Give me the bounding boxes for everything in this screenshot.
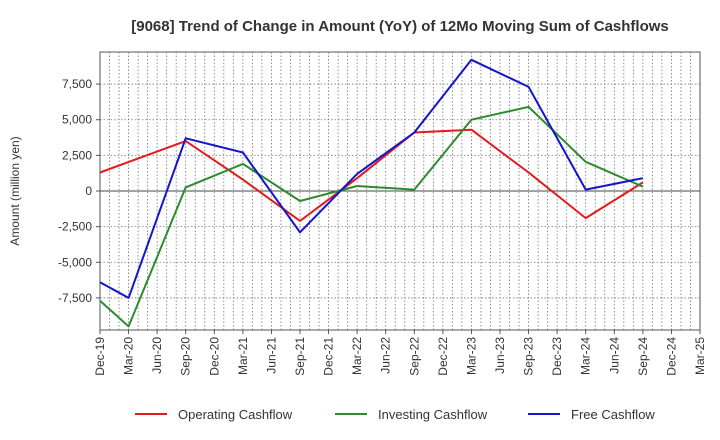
x-tick-label: Jun-21 xyxy=(264,337,278,374)
gridlines xyxy=(100,52,700,330)
x-tick-label: Jun-20 xyxy=(150,337,164,374)
y-axis-label: Amount (million yen) xyxy=(8,136,22,245)
legend-label: Free Cashflow xyxy=(571,407,655,422)
y-tick-label: 7,500 xyxy=(62,77,92,91)
x-tick-label: Mar-24 xyxy=(579,337,593,375)
x-tick-label: Sep-20 xyxy=(179,337,193,376)
legend-label: Operating Cashflow xyxy=(178,407,293,422)
x-tick-label: Dec-23 xyxy=(550,337,564,376)
series-line-investing-cashflow xyxy=(99,105,644,328)
series-line-operating-cashflow xyxy=(99,128,644,222)
x-tick-label: Dec-20 xyxy=(207,337,221,376)
x-tick-label: Dec-24 xyxy=(664,337,678,376)
plot-area: 7,500 5,000 2,500 0 -2,500 -5,000 -7,500 Dec-19… xyxy=(58,51,707,376)
x-tick-label: Sep-24 xyxy=(636,337,650,376)
legend-label: Investing Cashflow xyxy=(378,407,488,422)
x-tick-label: Mar-23 xyxy=(464,337,478,375)
x-tick-label: Mar-20 xyxy=(122,337,136,375)
x-tick-label: Dec-19 xyxy=(93,337,107,376)
y-tick-label: 0 xyxy=(85,184,92,198)
x-tick-label: Mar-22 xyxy=(350,337,364,375)
x-tick-label: Jun-24 xyxy=(607,337,621,374)
series-line-free-cashflow xyxy=(99,58,644,299)
x-tick-label: Jun-23 xyxy=(493,337,507,374)
x-tick-label: Dec-22 xyxy=(436,337,450,376)
x-tick-label: Mar-21 xyxy=(236,337,250,375)
x-tick-label: Sep-23 xyxy=(522,337,536,376)
x-tick-label: Sep-22 xyxy=(407,337,421,376)
x-tick-label: Jun-22 xyxy=(379,337,393,374)
legend: Operating Cashflow Investing Cashflow Free… xyxy=(135,407,655,422)
y-tick-label: -7,500 xyxy=(58,291,92,305)
y-tick-label: -5,000 xyxy=(58,255,92,269)
y-tick-label: -2,500 xyxy=(58,220,92,234)
y-tick-label: 2,500 xyxy=(62,148,92,162)
x-tick-label: Dec-21 xyxy=(322,337,336,376)
x-tick-label: Mar-25 xyxy=(693,337,707,375)
x-tick-label: Sep-21 xyxy=(293,337,307,376)
chart-title: [9068] Trend of Change in Amount (YoY) o… xyxy=(131,18,669,35)
y-tick-label: 5,000 xyxy=(62,113,92,127)
